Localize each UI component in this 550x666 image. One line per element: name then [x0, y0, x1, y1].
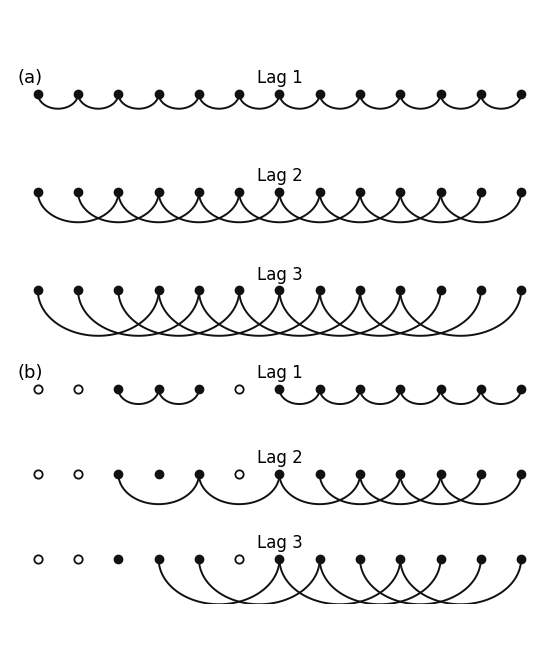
Text: (b): (b) [18, 364, 43, 382]
Text: Lag 2: Lag 2 [257, 167, 303, 185]
Text: (a): (a) [18, 69, 43, 87]
Text: Lag 3: Lag 3 [257, 534, 303, 552]
Text: Lag 1: Lag 1 [257, 69, 303, 87]
Text: Lag 1: Lag 1 [257, 364, 303, 382]
Text: Lag 3: Lag 3 [257, 266, 303, 284]
Text: Lag 2: Lag 2 [257, 450, 303, 468]
